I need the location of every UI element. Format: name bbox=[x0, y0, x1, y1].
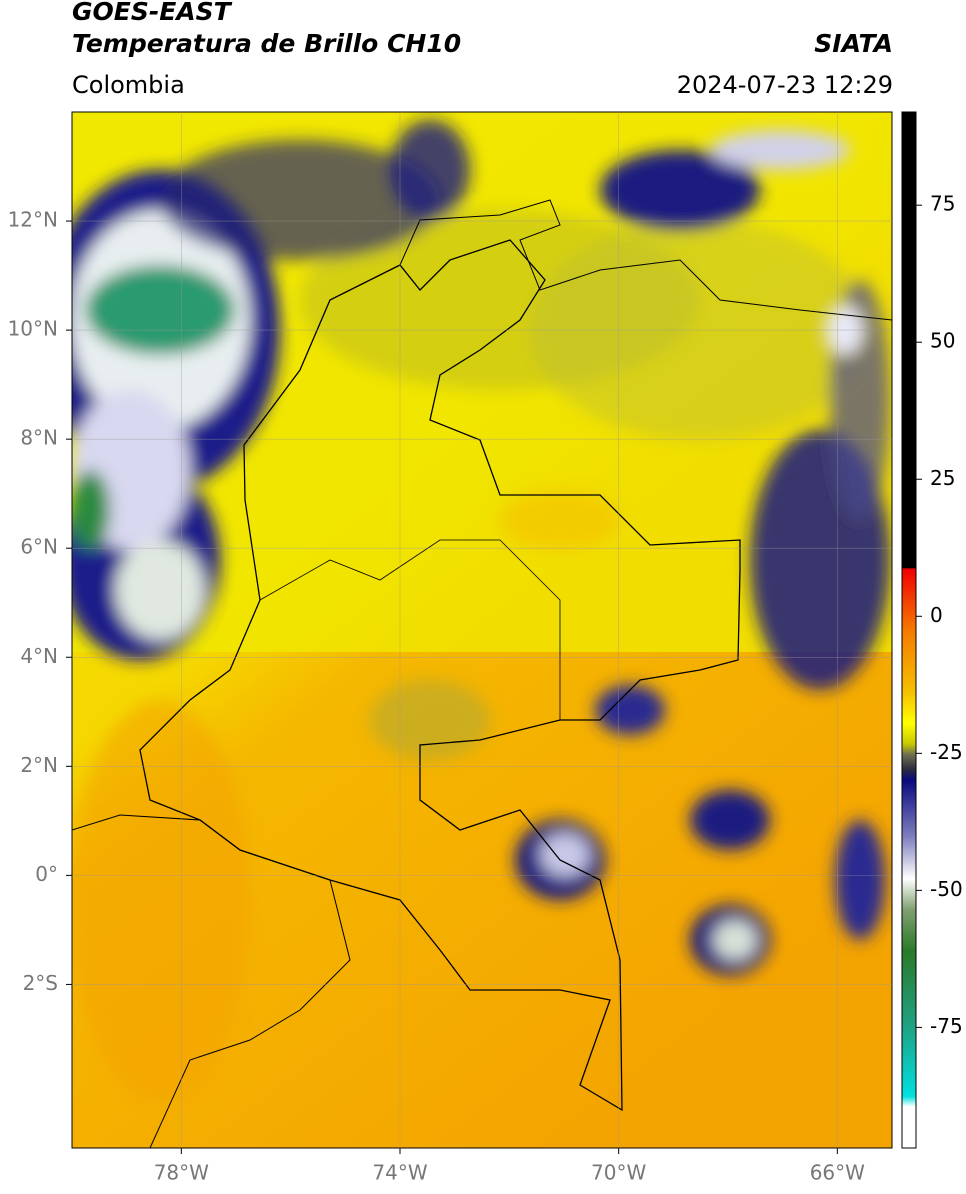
colorbar-tick-label: -50 bbox=[930, 877, 963, 901]
region-label: Colombia bbox=[72, 71, 185, 99]
colorbar-tick-label: 25 bbox=[930, 466, 955, 490]
colorbar bbox=[901, 111, 917, 1149]
x-tick-label: 78°W bbox=[154, 1161, 209, 1185]
y-tick-label: 10°N bbox=[8, 317, 58, 341]
y-tick-label: 12°N bbox=[8, 208, 58, 232]
map-frame bbox=[71, 111, 893, 1149]
x-tick-label: 66°W bbox=[810, 1161, 865, 1185]
x-tick-label: 70°W bbox=[591, 1161, 646, 1185]
colorbar-tick-label: 75 bbox=[930, 192, 955, 216]
product-title: Temperatura de Brillo CH10 bbox=[72, 29, 461, 58]
satellite-image bbox=[72, 112, 892, 1148]
y-tick-label: 2°S bbox=[23, 971, 58, 995]
y-tick-label: 4°N bbox=[20, 644, 58, 668]
timestamp: 2024-07-23 12:29 bbox=[677, 71, 893, 99]
colorbar-tick-label: -25 bbox=[930, 740, 963, 764]
colorbar-tick-label: -75 bbox=[930, 1014, 963, 1038]
colorbar-tick-label: 50 bbox=[930, 329, 955, 353]
y-tick-label: 0° bbox=[35, 862, 58, 886]
satellite-title: GOES-EAST bbox=[72, 0, 233, 26]
source-label: SIATA bbox=[814, 29, 893, 58]
y-tick-label: 8°N bbox=[20, 426, 58, 450]
y-tick-label: 6°N bbox=[20, 535, 58, 559]
colorbar-tick-label: 0 bbox=[930, 603, 943, 627]
x-tick-label: 74°W bbox=[372, 1161, 427, 1185]
y-tick-label: 2°N bbox=[20, 753, 58, 777]
